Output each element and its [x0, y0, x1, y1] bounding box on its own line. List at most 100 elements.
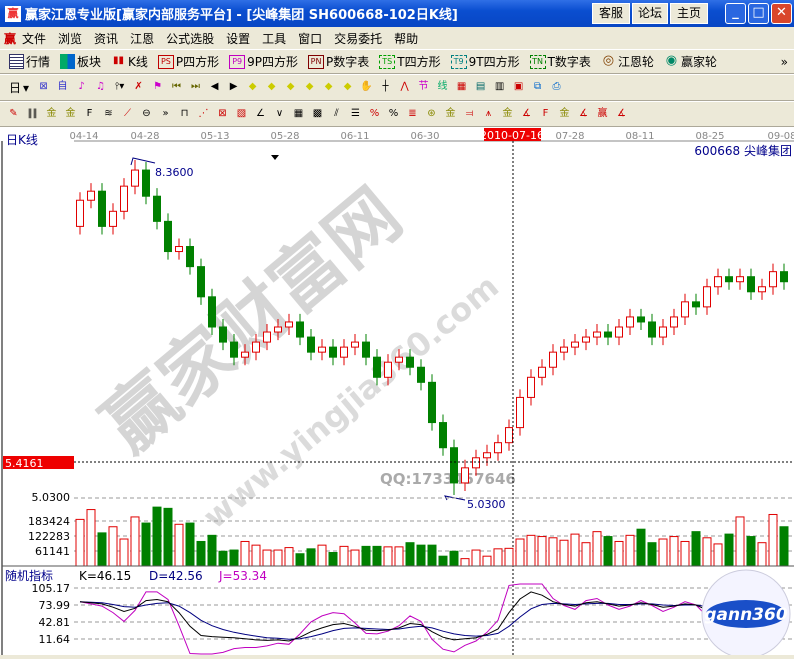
period-dropdown[interactable]: 日 ▾: [9, 80, 30, 96]
fib-fan-icon[interactable]: F: [542, 107, 549, 119]
9t-square-button[interactable]: T9 9T四方形: [448, 53, 523, 70]
menu-tools[interactable]: 工具: [262, 31, 287, 46]
box-icon[interactable]: ⊓: [180, 107, 189, 119]
network-icon[interactable]: ⧉: [533, 81, 542, 92]
shift-left-icon[interactable]: ◆: [248, 81, 257, 92]
service-button[interactable]: 客服: [592, 3, 630, 24]
homepage-button[interactable]: 主页: [670, 3, 708, 24]
menu-help[interactable]: 帮助: [394, 31, 419, 46]
expand-icon[interactable]: ◆: [286, 81, 295, 92]
hand-icon[interactable]: ✋: [360, 81, 373, 92]
fan4-icon[interactable]: ∡: [617, 107, 626, 119]
toolbar-overflow-icon[interactable]: »: [780, 54, 788, 69]
menu-window[interactable]: 窗口: [298, 31, 323, 46]
menu-file[interactable]: 文件: [22, 31, 47, 46]
drawing-overflow-icon[interactable]: »: [162, 107, 169, 119]
calculator-icon[interactable]: ▤: [475, 81, 486, 92]
gann-wheel-button[interactable]: ◎ 江恩轮: [602, 53, 654, 70]
wedge-icon[interactable]: ⩚: [485, 107, 492, 119]
angle-lines-icon[interactable]: ∡: [522, 107, 531, 119]
t-number-table-button[interactable]: TN T数字表: [527, 53, 594, 70]
save-icon[interactable]: ▣: [513, 81, 524, 92]
minimize-icon[interactable]: _: [725, 3, 746, 24]
p-square-button[interactable]: PS P四方形: [155, 53, 222, 70]
chart-area[interactable]: 赢家财富网 www.yingjia360.com QQ:1733457646 日…: [0, 127, 794, 659]
print-icon[interactable]: ⎙: [552, 81, 561, 92]
t-square-button[interactable]: TS T四方形: [376, 53, 443, 70]
overlay-icon[interactable]: ⊠: [39, 81, 48, 92]
gold-line-icon[interactable]: 金: [46, 107, 57, 119]
channel-icon[interactable]: ⫽: [334, 107, 339, 119]
menu-trade[interactable]: 交易委托: [334, 31, 383, 46]
stock-chart[interactable]: 赢家财富网 www.yingjia360.com QQ:1733457646 日…: [0, 127, 794, 659]
gold-levels-icon[interactable]: 金: [445, 107, 456, 119]
gold-circle-icon[interactable]: ⊛: [427, 107, 436, 119]
last-icon[interactable]: ⏭: [191, 81, 201, 92]
line-draw-icon[interactable]: 线: [437, 81, 448, 92]
gold-line2-icon[interactable]: 金: [65, 107, 76, 119]
candle-body: [428, 381, 436, 424]
menu-formula[interactable]: 公式选股: [166, 31, 215, 46]
gann-box-icon[interactable]: ⊠: [218, 107, 227, 119]
fib-icon[interactable]: F: [86, 107, 93, 119]
kline-button[interactable]: ▮▮ K线: [113, 55, 148, 69]
gold-split-icon[interactable]: 金: [502, 107, 513, 119]
grid-tool2-icon[interactable]: ▩: [312, 107, 323, 119]
first-icon[interactable]: ⏮: [172, 81, 182, 92]
pen-icon[interactable]: ✎: [9, 107, 18, 119]
menu-gann[interactable]: 江恩: [130, 31, 155, 46]
horizontal-scrollbar[interactable]: [0, 655, 794, 659]
volume-bar: [372, 545, 382, 567]
menu-browse[interactable]: 浏览: [58, 31, 83, 46]
menu-settings[interactable]: 设置: [226, 31, 251, 46]
crosshair-icon[interactable]: ┼: [382, 81, 389, 92]
grid-tool-icon[interactable]: ▦: [293, 107, 304, 119]
calendar-icon[interactable]: ▦: [456, 81, 467, 92]
speed-line-icon[interactable]: ⫤: [465, 107, 474, 119]
volume-bar: [592, 531, 602, 567]
next-icon[interactable]: ▶: [229, 81, 238, 92]
percent-levels-icon[interactable]: ≣: [408, 107, 417, 119]
gold-fan-icon[interactable]: 金: [559, 107, 570, 119]
tick-fan-icon[interactable]: ∡: [579, 107, 588, 119]
wave-icon[interactable]: ∨: [275, 107, 284, 119]
winner-wheel-button[interactable]: ◉ 赢家轮: [665, 53, 717, 70]
percent-line-icon[interactable]: %: [369, 107, 380, 119]
zoom-out-icon[interactable]: ◆: [343, 81, 352, 92]
cycle-icon[interactable]: ≋: [104, 107, 113, 119]
indicator9-icon[interactable]: ♫: [96, 81, 106, 92]
parallel-icon[interactable]: ‖‖: [27, 107, 38, 119]
notes-icon[interactable]: ▥: [494, 81, 505, 92]
gann-grid-icon[interactable]: ▧: [236, 107, 247, 119]
volume-bar: [130, 516, 140, 567]
circle-icon[interactable]: ⊖: [142, 107, 151, 119]
line-tool-icon[interactable]: ⋀: [400, 81, 409, 92]
menu-info[interactable]: 资讯: [94, 31, 119, 46]
win-fan-icon[interactable]: 赢: [597, 107, 608, 119]
shift-right-icon[interactable]: ◆: [267, 81, 276, 92]
maximize-icon[interactable]: □: [748, 3, 769, 24]
9p-square-button[interactable]: P9 9P四方形: [226, 53, 301, 70]
sector-button[interactable]: 板块: [57, 53, 104, 70]
section-icon[interactable]: 节: [418, 81, 429, 92]
ruler-icon[interactable]: ☰: [351, 107, 360, 119]
self-select-icon[interactable]: 自: [57, 81, 68, 92]
forum-button[interactable]: 论坛: [632, 3, 668, 24]
zoom-in-icon[interactable]: ◆: [324, 81, 333, 92]
candle-body: [604, 331, 612, 338]
p-number-table-button[interactable]: PN P数字表: [305, 53, 372, 70]
date-tick: 06-11: [340, 131, 369, 142]
close-icon[interactable]: ✕: [771, 3, 792, 24]
compress-icon[interactable]: ◆: [305, 81, 314, 92]
percent-icon[interactable]: %: [388, 107, 399, 119]
angle-icon[interactable]: ∠: [256, 107, 265, 119]
gann-fan-icon[interactable]: ⋰: [198, 107, 209, 119]
flag-icon[interactable]: ⚑: [153, 81, 163, 92]
candle-type-icon[interactable]: ⫯▾: [114, 81, 125, 92]
prev-icon[interactable]: ◀: [210, 81, 219, 92]
indicator3-icon[interactable]: ♪: [78, 81, 85, 92]
fan-icon[interactable]: ⟋: [124, 107, 131, 119]
quotes-button[interactable]: 行情: [6, 53, 53, 70]
volume-tick-label: 61141: [35, 545, 70, 558]
restore-rights-icon[interactable]: ✗: [134, 81, 143, 92]
